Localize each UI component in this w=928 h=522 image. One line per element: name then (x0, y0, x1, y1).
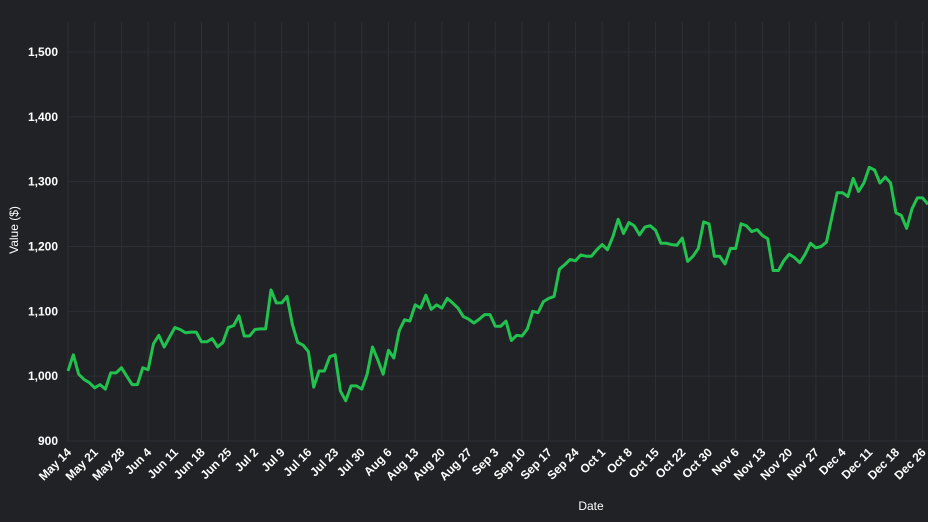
data-line (66, 165, 928, 403)
y-axis-title: Value ($) (7, 206, 21, 254)
x-tick-label: Jun 25 (198, 445, 235, 482)
y-tick-label: 1,200 (28, 240, 58, 254)
y-tick-label: 1,000 (28, 369, 58, 383)
x-tick-label: Oct 30 (679, 445, 715, 481)
y-tick-label: 1,300 (28, 175, 58, 189)
x-tick-label: Jul 2 (232, 445, 261, 474)
y-tick-label: 1,100 (28, 304, 58, 318)
y-tick-label: 1,400 (28, 110, 58, 124)
x-tick-label: Jul 30 (334, 445, 368, 479)
x-axis-title: Date (578, 499, 604, 513)
y-tick-label: 900 (38, 434, 58, 448)
x-tick-label: Jul 23 (307, 445, 341, 479)
y-tick-label: 1,500 (28, 45, 58, 59)
grid (67, 22, 928, 442)
x-tick-label: Jul 16 (281, 445, 315, 479)
x-tick-label: Oct 1 (577, 445, 608, 476)
